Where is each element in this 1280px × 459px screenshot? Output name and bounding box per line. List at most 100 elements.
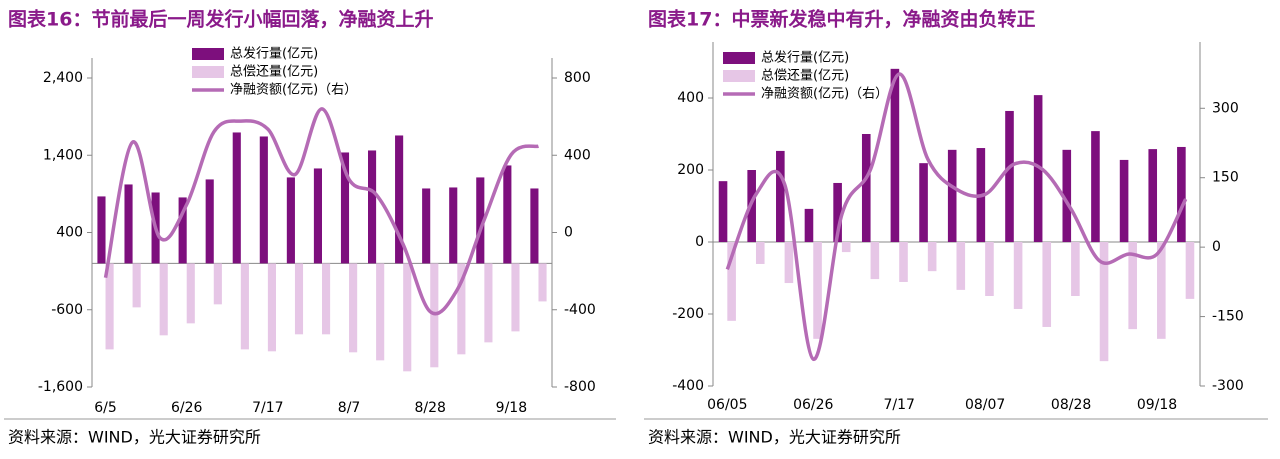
bar	[349, 263, 358, 353]
bar	[841, 242, 851, 253]
y2-tick-label: 150	[1212, 170, 1239, 186]
bar	[503, 165, 512, 264]
legend-label: 净融资额(亿元)（右）	[761, 87, 888, 102]
y2-tick-label: -800	[564, 379, 596, 395]
bar	[804, 208, 814, 242]
bar	[213, 263, 222, 305]
bar	[1033, 95, 1043, 243]
bar	[755, 242, 765, 264]
y-tick-label: -400	[672, 378, 704, 394]
bar	[1148, 149, 1158, 242]
y2-tick-label: 800	[564, 70, 591, 86]
bar	[919, 163, 928, 242]
bar	[776, 150, 785, 242]
y-tick-label: -200	[672, 306, 704, 322]
bar	[1185, 242, 1195, 299]
bar	[947, 149, 957, 242]
bar	[727, 242, 736, 321]
y-tick-label: -600	[51, 302, 83, 318]
bar	[395, 135, 404, 264]
bar	[718, 181, 728, 242]
bar	[1128, 242, 1137, 330]
bar	[313, 168, 322, 264]
bar	[985, 242, 994, 296]
y-tick-label: 1,400	[43, 147, 83, 163]
y-tick-label: 400	[677, 90, 704, 106]
net-financing-line	[725, 72, 1188, 361]
bar	[368, 150, 377, 264]
x-tick-label: 08/07	[965, 397, 1005, 413]
legend-swatch	[723, 70, 755, 82]
bar	[530, 188, 539, 264]
bar	[186, 263, 195, 324]
bar	[286, 177, 295, 264]
x-tick-label: 6/5	[94, 400, 117, 416]
bar	[870, 242, 880, 280]
bar	[205, 179, 214, 264]
y-tick-label: 0	[695, 234, 704, 250]
bar	[511, 263, 520, 332]
bar	[956, 242, 966, 290]
bar	[861, 134, 871, 242]
legend-label: 总偿还量(亿元)	[230, 65, 318, 80]
bar	[1013, 242, 1023, 309]
legend-swatch	[192, 48, 224, 60]
bar	[449, 187, 458, 264]
bar	[322, 263, 331, 335]
x-tick-label: 9/18	[496, 400, 527, 416]
bar	[1071, 242, 1080, 296]
legend-swatch	[192, 66, 224, 78]
bar	[927, 242, 937, 272]
bar	[240, 263, 249, 350]
bar	[232, 132, 241, 264]
x-tick-label: 7/17	[883, 397, 914, 413]
x-tick-label: 08/28	[1051, 397, 1091, 413]
y2-tick-label: 0	[564, 225, 573, 241]
bar	[267, 263, 276, 352]
bar	[1119, 159, 1129, 242]
y2-tick-label: 400	[564, 147, 591, 163]
bar	[1177, 146, 1186, 242]
y2-tick-label: -400	[564, 302, 596, 318]
bar	[813, 242, 822, 339]
y-tick-label: 200	[677, 162, 704, 178]
bar	[178, 197, 187, 264]
bar	[1062, 149, 1072, 242]
legend-label: 总发行量(亿元)	[761, 50, 849, 66]
bar	[1005, 110, 1014, 243]
bar	[97, 196, 106, 264]
x-tick-label: 7/17	[252, 400, 283, 416]
legend-label: 总偿还量(亿元)	[761, 69, 849, 84]
y-tick-label: 2,400	[43, 70, 83, 86]
bar	[1099, 242, 1109, 362]
bar	[484, 263, 493, 343]
bar	[476, 177, 485, 264]
x-tick-label: 6/26	[171, 400, 203, 416]
bar	[294, 263, 304, 335]
chart-title: 图表17：中票新发稳中有升，净融资由负转正	[648, 8, 1035, 31]
x-tick-label: 8/7	[338, 400, 361, 416]
bar	[1157, 242, 1166, 339]
x-tick-label: 06/05	[707, 397, 747, 413]
bar	[833, 182, 842, 242]
legend-swatch	[723, 52, 755, 64]
bar	[538, 263, 547, 302]
y2-tick-label: 0	[1212, 239, 1221, 255]
bar	[457, 263, 466, 355]
y-tick-label: -1,600	[38, 379, 83, 395]
y-tick-label: 400	[56, 225, 83, 241]
legend-label: 净融资额(亿元)（右）	[230, 83, 357, 98]
bar	[1042, 242, 1052, 327]
bar	[422, 188, 431, 264]
bar	[403, 263, 412, 372]
net-financing-line	[103, 107, 539, 316]
source-note: 资料来源：WIND，光大证券研究所	[648, 428, 901, 447]
y2-tick-label: 300	[1212, 100, 1239, 116]
legend-label: 总发行量(亿元)	[230, 46, 318, 62]
bar	[376, 263, 385, 361]
x-tick-label: 8/28	[415, 400, 446, 416]
bar	[1091, 131, 1100, 242]
bar	[124, 184, 133, 264]
